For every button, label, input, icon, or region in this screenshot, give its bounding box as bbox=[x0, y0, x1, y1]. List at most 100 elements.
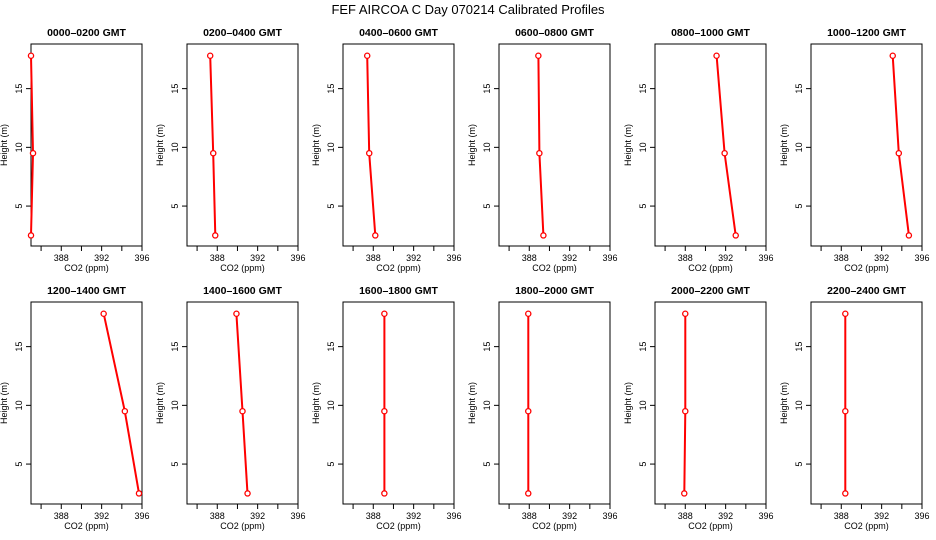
y-tick-label: 5 bbox=[326, 462, 336, 467]
x-tick-label: 396 bbox=[758, 511, 773, 521]
x-axis-label: CO2 (ppm) bbox=[376, 263, 421, 273]
x-tick-label: 396 bbox=[446, 253, 461, 263]
x-tick-label: 388 bbox=[834, 253, 849, 263]
panel-10: 1800–2000 GMT 388 392 396 5 10 15 CO2 (ppm) Heig… bbox=[467, 285, 618, 531]
x-tick-label: 392 bbox=[94, 511, 109, 521]
y-axis-label: Height (m) bbox=[623, 382, 633, 424]
y-axis-label: Height (m) bbox=[779, 124, 789, 166]
y-tick-label: 10 bbox=[638, 400, 648, 410]
x-axis-label: CO2 (ppm) bbox=[376, 521, 421, 531]
panel-title: 2000–2200 GMT bbox=[671, 285, 750, 297]
data-point bbox=[682, 310, 689, 317]
x-axis-label: CO2 (ppm) bbox=[844, 521, 889, 531]
plot-frame bbox=[186, 43, 299, 247]
panel-title: 0400–0600 GMT bbox=[359, 27, 438, 39]
panel-title: 2200–2400 GMT bbox=[827, 285, 906, 297]
data-point bbox=[233, 310, 240, 317]
data-point bbox=[535, 52, 542, 59]
y-tick-label: 15 bbox=[14, 342, 24, 352]
y-axis-label: Height (m) bbox=[311, 382, 321, 424]
x-tick-label: 392 bbox=[718, 511, 733, 521]
x-tick-label: 388 bbox=[54, 511, 69, 521]
x-tick-label: 388 bbox=[210, 253, 225, 263]
x-axis-label: CO2 (ppm) bbox=[220, 521, 265, 531]
panel-5: 0800–1000 GMT 388 392 396 5 10 15 CO2 (ppm) Heig… bbox=[623, 27, 774, 273]
panel-8: 1400–1600 GMT 388 392 396 5 10 15 CO2 (ppm) Heig… bbox=[155, 285, 306, 531]
panels-grid: 0000–0200 GMT 388 392 396 5 10 15 CO2 (ppm) Heig… bbox=[0, 27, 930, 531]
y-tick-label: 15 bbox=[794, 84, 804, 94]
data-point bbox=[372, 232, 379, 239]
y-tick-label: 10 bbox=[326, 400, 336, 410]
data-point bbox=[381, 310, 388, 317]
x-tick-label: 396 bbox=[914, 511, 929, 521]
data-point bbox=[135, 490, 143, 497]
y-tick-label: 10 bbox=[794, 142, 804, 152]
x-tick-label: 396 bbox=[290, 253, 305, 263]
x-tick-label: 392 bbox=[250, 253, 265, 263]
x-axis-label: CO2 (ppm) bbox=[532, 521, 577, 531]
y-axis-label: Height (m) bbox=[0, 124, 9, 166]
data-point bbox=[682, 407, 689, 415]
data-point bbox=[209, 149, 217, 157]
plot-frame bbox=[30, 301, 143, 505]
x-tick-label: 396 bbox=[446, 511, 461, 521]
figure-title: FEF AIRCOA C Day 070214 Calibrated Profi… bbox=[331, 2, 605, 17]
x-tick-label: 388 bbox=[366, 511, 381, 521]
plot-frame bbox=[810, 301, 923, 505]
x-axis-label: CO2 (ppm) bbox=[688, 521, 733, 531]
x-tick-label: 388 bbox=[678, 253, 693, 263]
y-tick-label: 5 bbox=[794, 204, 804, 209]
y-axis-label: Height (m) bbox=[311, 124, 321, 166]
x-tick-label: 396 bbox=[602, 511, 617, 521]
x-axis-label: CO2 (ppm) bbox=[220, 263, 265, 273]
panel-1: 0000–0200 GMT 388 392 396 5 10 15 CO2 (ppm) Heig… bbox=[0, 27, 150, 273]
y-tick-label: 15 bbox=[326, 84, 336, 94]
panel-12: 2200–2400 GMT 388 392 396 5 10 15 CO2 (ppm) Heig… bbox=[779, 285, 930, 531]
profile-line bbox=[715, 55, 737, 236]
y-tick-label: 10 bbox=[482, 142, 492, 152]
y-axis-label: Height (m) bbox=[779, 382, 789, 424]
data-point bbox=[29, 149, 37, 157]
data-point bbox=[381, 490, 388, 497]
x-axis-label: CO2 (ppm) bbox=[688, 263, 733, 273]
x-tick-label: 388 bbox=[522, 253, 537, 263]
data-point bbox=[381, 407, 388, 415]
data-point bbox=[525, 310, 532, 317]
x-tick-label: 388 bbox=[210, 511, 225, 521]
plot-frame bbox=[342, 301, 455, 505]
data-point bbox=[540, 232, 547, 239]
data-point bbox=[27, 52, 35, 59]
x-tick-label: 392 bbox=[874, 253, 889, 263]
data-point bbox=[732, 232, 739, 239]
data-point bbox=[536, 149, 543, 157]
panel-7: 1200–1400 GMT 388 392 396 5 10 15 CO2 (ppm) Heig… bbox=[0, 285, 150, 531]
y-tick-label: 5 bbox=[14, 462, 24, 467]
y-tick-label: 15 bbox=[482, 342, 492, 352]
plot-frame bbox=[342, 43, 455, 247]
panel-title: 1000–1200 GMT bbox=[827, 27, 906, 39]
data-point bbox=[681, 490, 688, 497]
panel-title: 1800–2000 GMT bbox=[515, 285, 594, 297]
y-axis-label: Height (m) bbox=[467, 124, 477, 166]
data-point bbox=[721, 149, 728, 157]
data-point bbox=[206, 52, 214, 59]
panel-title: 0800–1000 GMT bbox=[671, 27, 750, 39]
x-tick-label: 396 bbox=[602, 253, 617, 263]
data-point bbox=[212, 232, 219, 239]
panel-title: 0200–0400 GMT bbox=[203, 27, 282, 39]
panel-2: 0200–0400 GMT 388 392 396 5 10 15 CO2 (ppm) Heig… bbox=[155, 27, 306, 273]
data-point bbox=[842, 310, 849, 317]
plot-frame bbox=[498, 301, 611, 505]
x-tick-label: 396 bbox=[290, 511, 305, 521]
x-tick-label: 396 bbox=[914, 253, 929, 263]
y-tick-label: 10 bbox=[482, 400, 492, 410]
x-axis-label: CO2 (ppm) bbox=[844, 263, 889, 273]
x-tick-label: 388 bbox=[834, 511, 849, 521]
panel-title: 1400–1600 GMT bbox=[203, 285, 282, 297]
panel-title: 0000–0200 GMT bbox=[47, 27, 126, 39]
y-tick-label: 15 bbox=[170, 342, 180, 352]
plot-frame bbox=[654, 43, 767, 247]
plot-frame bbox=[810, 43, 923, 247]
data-point bbox=[365, 149, 373, 157]
